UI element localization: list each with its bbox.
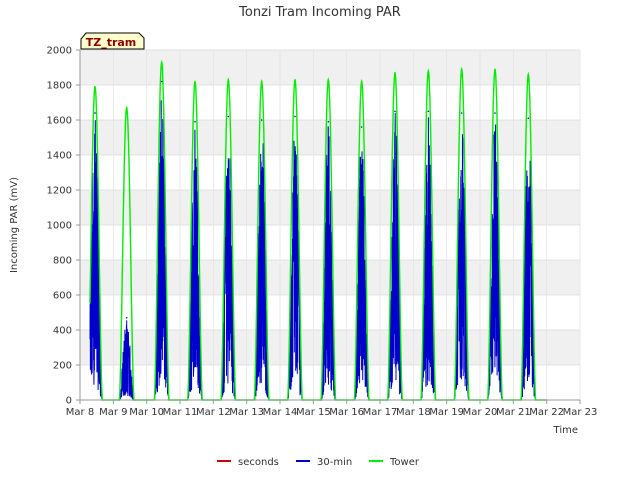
y-tick-label: 1800 [47, 81, 72, 92]
tz-tram-badge: TZ_tram [80, 32, 145, 50]
tower-peak-point [160, 61, 163, 64]
x-tick-label: Mar 10 [129, 407, 164, 418]
30-min-peak-point [360, 126, 363, 128]
y-tick-label: 400 [53, 326, 72, 337]
x-tick-label: Mar 13 [229, 407, 264, 418]
x-tick-label: Mar 12 [196, 407, 231, 418]
y-tick-label: 1600 [47, 116, 72, 127]
tower-peak-point [294, 78, 296, 81]
30-min-peak-point [94, 112, 96, 114]
x-tick-label: Mar 20 [463, 407, 498, 418]
tower-peak-point [527, 73, 530, 76]
y-tick-label: 1200 [47, 186, 72, 197]
30-min-peak-point [394, 110, 396, 113]
30-min-peak-point [227, 115, 230, 118]
legend-label-seconds: seconds [238, 457, 279, 468]
plot-band [80, 190, 580, 225]
tower-peak-point [460, 68, 463, 71]
30-min-peak-point [327, 120, 330, 123]
badge-label: TZ_tram [86, 36, 137, 49]
tower-peak-point [125, 106, 128, 109]
x-tick-label: Mar 22 [529, 407, 564, 418]
x-tick-label: Mar 16 [329, 407, 364, 418]
x-tick-label: Mar 14 [263, 407, 298, 418]
y-tick-label: 800 [53, 256, 72, 267]
plot-band [80, 50, 580, 85]
x-tick-label: Mar 9 [99, 407, 127, 418]
tower-peak-point [427, 70, 430, 72]
x-tick-label: Mar 11 [163, 407, 198, 418]
y-tick-label: 1400 [47, 151, 72, 162]
x-tick-label: Mar 23 [563, 407, 598, 418]
y-tick-label: 200 [53, 361, 72, 372]
chart-title: Tonzi Tram Incoming PAR [238, 5, 401, 20]
tower-peak-point [327, 78, 330, 81]
y-tick-label: 1000 [47, 221, 72, 232]
y-tick-label: 2000 [47, 46, 72, 57]
legend-label-30-min: 30-min [317, 457, 352, 468]
tower-peak-point [260, 80, 263, 83]
30-min-peak-point [427, 110, 430, 113]
30-min-peak-point [125, 316, 128, 319]
x-tick-label: Mar 21 [496, 407, 531, 418]
y-axis-label: Incoming PAR (mV) [9, 177, 20, 273]
tower-peak-point [94, 85, 96, 88]
tower-peak-point [360, 80, 363, 83]
tower-peak-point [227, 78, 230, 81]
tower-peak-point [194, 80, 196, 83]
tower-peak-point [494, 68, 496, 71]
tower-peak-point [394, 71, 396, 74]
30-min-peak-point [194, 120, 196, 123]
y-tick-label: 600 [53, 291, 72, 302]
y-tick-label: 0 [66, 396, 72, 407]
legend-label-tower: Tower [389, 457, 420, 468]
x-axis-label: Time [553, 425, 578, 436]
x-tick-label: Mar 17 [363, 407, 398, 418]
30-min-peak-point [294, 115, 296, 118]
x-tick-label: Mar 8 [66, 407, 94, 418]
30-min-peak-point [460, 112, 463, 114]
legend: seconds 30-min Tower [217, 457, 420, 468]
30-min-peak-point [494, 112, 496, 114]
x-tick-label: Mar 19 [429, 407, 464, 418]
30-min-peak-point [160, 80, 163, 83]
30-min-peak-point [527, 117, 530, 120]
axes: 0 200 400 600 800 1000 1200 1400 1600 1800 2000 Mar… [47, 46, 598, 419]
x-tick-label: Mar 18 [396, 407, 431, 418]
30-min-peak-point [260, 119, 263, 121]
x-tick-label: Mar 15 [296, 407, 331, 418]
